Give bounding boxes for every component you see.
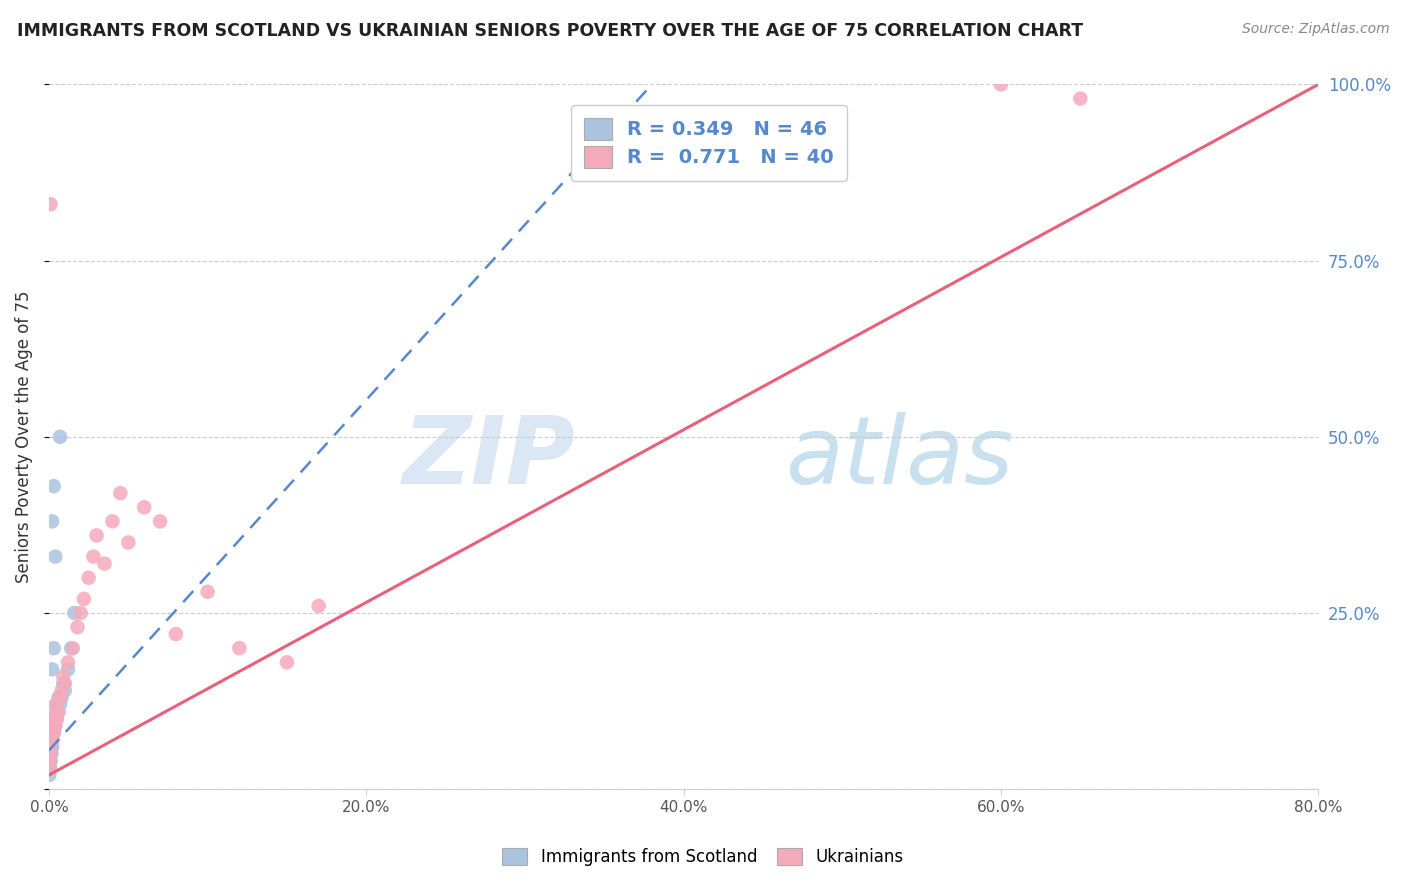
Point [93, 557, 115, 571]
Point [69, 606, 91, 620]
Point [42, 725, 65, 739]
Point [82, 549, 104, 564]
Point [42, 725, 65, 739]
Point [51, 690, 73, 705]
Text: IMMIGRANTS FROM SCOTLAND VS UKRAINIAN SENIORS POVERTY OVER THE AGE OF 75 CORRELA: IMMIGRANTS FROM SCOTLAND VS UKRAINIAN SE… [17, 22, 1083, 40]
Point [41, 725, 63, 739]
Point [66, 620, 89, 634]
Point [42, 712, 65, 726]
Point [39, 747, 62, 761]
Point [41, 725, 63, 739]
Point [42, 712, 65, 726]
Point [53, 676, 76, 690]
Point [44, 719, 66, 733]
Point [39, 747, 62, 761]
Point [38, 754, 60, 768]
Point [60, 641, 83, 656]
Point [45, 698, 67, 712]
Point [41, 732, 63, 747]
Point [39, 739, 62, 754]
Point [45, 705, 67, 719]
Text: Source: ZipAtlas.com: Source: ZipAtlas.com [1241, 22, 1389, 37]
Point [165, 627, 187, 641]
Point [39, 739, 62, 754]
Point [77, 571, 100, 585]
Point [44, 698, 66, 712]
Point [1069, 91, 1091, 105]
Point [197, 584, 219, 599]
Point [48, 690, 70, 705]
Point [42, 479, 65, 493]
Point [49, 690, 72, 705]
Point [308, 599, 330, 613]
Point [38, 747, 60, 761]
Point [41, 719, 63, 733]
Text: ZIP: ZIP [404, 412, 575, 504]
Point [42, 725, 65, 739]
Point [39, 747, 62, 761]
Point [117, 535, 139, 549]
Point [41, 732, 63, 747]
Point [48, 705, 70, 719]
Point [134, 500, 156, 515]
Point [101, 514, 124, 528]
Legend: R = 0.349   N = 46, R =  0.771   N = 40: R = 0.349 N = 46, R = 0.771 N = 40 [571, 104, 848, 181]
Point [62, 641, 84, 656]
Point [39, 754, 62, 768]
Point [56, 655, 79, 669]
Point [45, 712, 67, 726]
Point [39, 739, 62, 754]
Point [42, 719, 65, 733]
Point [44, 719, 66, 733]
Point [149, 514, 172, 528]
Point [38, 754, 60, 768]
Point [41, 739, 63, 754]
Point [45, 712, 67, 726]
Point [41, 514, 63, 528]
Point [52, 676, 75, 690]
Point [38, 768, 60, 782]
Point [990, 78, 1012, 92]
Point [38, 761, 60, 775]
Point [41, 732, 63, 747]
Legend: Immigrants from Scotland, Ukrainians: Immigrants from Scotland, Ukrainians [494, 840, 912, 875]
Point [53, 683, 76, 698]
Point [41, 725, 63, 739]
Point [48, 705, 70, 719]
Point [110, 486, 132, 500]
Point [42, 641, 65, 656]
Point [52, 669, 75, 683]
Point [41, 739, 63, 754]
Point [73, 591, 96, 606]
Point [39, 197, 62, 211]
Point [86, 528, 108, 542]
Point [39, 761, 62, 775]
Text: atlas: atlas [785, 412, 1014, 503]
Point [41, 662, 63, 676]
Point [63, 606, 86, 620]
Point [38, 761, 60, 775]
Point [49, 698, 72, 712]
Point [41, 747, 63, 761]
Point [44, 549, 66, 564]
Point [56, 662, 79, 676]
Point [41, 732, 63, 747]
Point [51, 683, 73, 698]
Point [44, 719, 66, 733]
Point [42, 719, 65, 733]
Y-axis label: Seniors Poverty Over the Age of 75: Seniors Poverty Over the Age of 75 [15, 291, 32, 583]
Point [39, 754, 62, 768]
Point [228, 641, 250, 656]
Point [41, 732, 63, 747]
Point [44, 712, 66, 726]
Point [39, 732, 62, 747]
Point [49, 430, 72, 444]
Point [276, 655, 298, 669]
